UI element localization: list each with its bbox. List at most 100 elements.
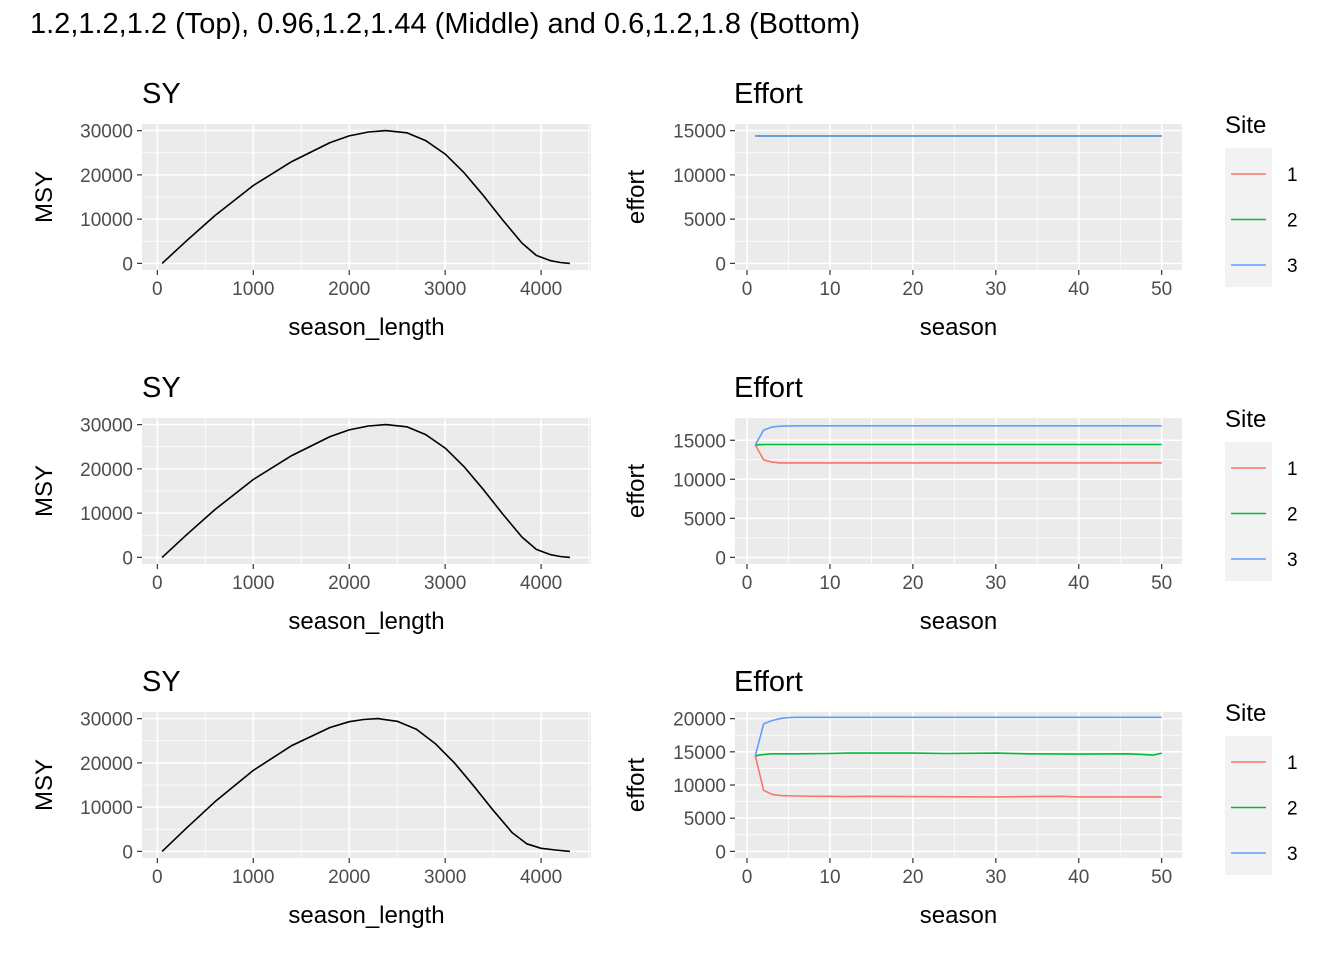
legend-key-area — [1225, 736, 1272, 875]
y-tick-label: 5000 — [684, 509, 726, 530]
msy-curve — [161, 129, 570, 265]
x-tick-label: 40 — [1068, 867, 1089, 888]
y-tick-label: 30000 — [80, 416, 133, 437]
series-line-site-1 — [754, 755, 1162, 798]
page-title: 1.2,1.2,1.2 (Top), 0.96,1.2,1.44 (Middle… — [30, 8, 861, 40]
x-tick-label: 50 — [1151, 279, 1172, 300]
y-axis-label: effort — [623, 758, 650, 813]
x-tick-label: 10 — [819, 867, 840, 888]
y-tick-label: 0 — [715, 548, 726, 569]
y-tick-label: 20000 — [80, 460, 133, 481]
legend: Site 1 2 3 — [1225, 112, 1298, 287]
y-tick-label: 0 — [715, 254, 726, 275]
legend-title: Site — [1225, 112, 1266, 139]
x-tick-label: 3000 — [424, 573, 466, 594]
x-tick-label: 1000 — [232, 573, 274, 594]
y-tick-label: 30000 — [80, 122, 133, 143]
x-tick-label: 4000 — [520, 279, 562, 300]
legend: Site 1 2 3 — [1225, 406, 1298, 581]
y-tick-label: 5000 — [684, 210, 726, 231]
y-tick-label: 0 — [122, 548, 133, 569]
y-tick-label: 15000 — [673, 431, 726, 452]
y-tick-label: 0 — [122, 842, 133, 863]
x-tick-label: 2000 — [328, 867, 370, 888]
x-tick-label: 2000 — [328, 279, 370, 300]
y-axis-label: effort — [623, 464, 650, 519]
legend-label: 1 — [1287, 165, 1298, 186]
x-tick-label: 3000 — [424, 867, 466, 888]
y-tick-label: 10000 — [673, 166, 726, 187]
series-line-site-2 — [755, 752, 1162, 757]
legend-key-area — [1225, 442, 1272, 581]
series-line-site-3 — [754, 424, 1162, 446]
y-tick-label: 10000 — [673, 776, 726, 797]
x-tick-label: 0 — [742, 573, 753, 594]
x-tick-label: 20 — [902, 279, 923, 300]
x-axis-label: season_length — [288, 608, 444, 635]
x-tick-label: 3000 — [424, 279, 466, 300]
msy-curve — [161, 717, 570, 853]
legend-key-area — [1225, 148, 1272, 287]
x-tick-label: 0 — [742, 279, 753, 300]
x-tick-label: 10 — [819, 573, 840, 594]
chart-title: Effort — [734, 372, 803, 404]
series-line-site-1 — [754, 444, 1162, 464]
y-tick-label: 20000 — [80, 754, 133, 775]
x-axis-label: season — [920, 902, 997, 929]
x-tick-label: 30 — [985, 867, 1006, 888]
y-axis-label: MSY — [31, 171, 58, 223]
x-tick-label: 40 — [1068, 573, 1089, 594]
y-tick-label: 30000 — [80, 710, 133, 731]
y-tick-label: 0 — [715, 842, 726, 863]
x-tick-label: 0 — [152, 867, 163, 888]
chart-middle-sy: SY 0 1000 2000 3000 4000 0 10000 20000 30000 seaso… — [31, 372, 591, 635]
legend-label: 2 — [1287, 505, 1298, 526]
x-tick-label: 0 — [152, 573, 163, 594]
y-tick-label: 0 — [122, 254, 133, 275]
chart-title: SY — [142, 666, 181, 698]
series-line-site-3 — [754, 716, 1162, 757]
y-axis-label: MSY — [31, 465, 58, 517]
x-tick-label: 0 — [152, 279, 163, 300]
y-tick-label: 20000 — [673, 710, 726, 731]
x-tick-label: 1000 — [232, 867, 274, 888]
x-tick-label: 4000 — [520, 573, 562, 594]
y-tick-label: 10000 — [80, 798, 133, 819]
legend-label: 1 — [1287, 753, 1298, 774]
chart-top-sy: SY 0 1000 2000 3000 4000 0 10000 20000 30000 seaso… — [31, 78, 591, 341]
x-tick-label: 40 — [1068, 279, 1089, 300]
msy-curve — [161, 423, 570, 559]
legend-title: Site — [1225, 406, 1266, 433]
y-tick-label: 5000 — [684, 809, 726, 830]
x-tick-label: 30 — [985, 573, 1006, 594]
x-tick-label: 20 — [902, 573, 923, 594]
x-tick-label: 4000 — [520, 867, 562, 888]
legend-label: 3 — [1287, 550, 1298, 571]
legend-label: 2 — [1287, 211, 1298, 232]
y-axis-label: effort — [623, 170, 650, 225]
chart-top-effort: Effort 0 10 20 30 40 50 0 5000 10000 15000 season ef… — [623, 78, 1298, 341]
chart-title: SY — [142, 78, 181, 110]
x-tick-label: 2000 — [328, 573, 370, 594]
x-axis-label: season — [920, 608, 997, 635]
x-axis-label: season_length — [288, 314, 444, 341]
legend: Site 1 2 3 — [1225, 700, 1298, 875]
x-axis-label: season — [920, 314, 997, 341]
x-tick-label: 0 — [742, 867, 753, 888]
chart-title: SY — [142, 372, 181, 404]
plot-panel — [735, 418, 1182, 564]
y-tick-label: 20000 — [80, 166, 133, 187]
x-tick-label: 20 — [902, 867, 923, 888]
legend-label: 2 — [1287, 799, 1298, 820]
chart-middle-effort: Effort 0 10 20 30 40 50 0 5000 10000 15000 season ef… — [623, 372, 1298, 635]
y-tick-label: 15000 — [673, 122, 726, 143]
y-tick-label: 10000 — [80, 210, 133, 231]
x-tick-label: 50 — [1151, 867, 1172, 888]
y-tick-label: 15000 — [673, 743, 726, 764]
chart-bottom-effort: Effort 0 10 20 30 40 50 0 5000 10000 15000 20000 sea… — [623, 666, 1298, 929]
chart-bottom-sy: SY 0 1000 2000 3000 4000 0 10000 20000 30000 seaso… — [31, 666, 591, 929]
chart-title: Effort — [734, 666, 803, 698]
y-tick-label: 10000 — [673, 470, 726, 491]
chart-title: Effort — [734, 78, 803, 110]
